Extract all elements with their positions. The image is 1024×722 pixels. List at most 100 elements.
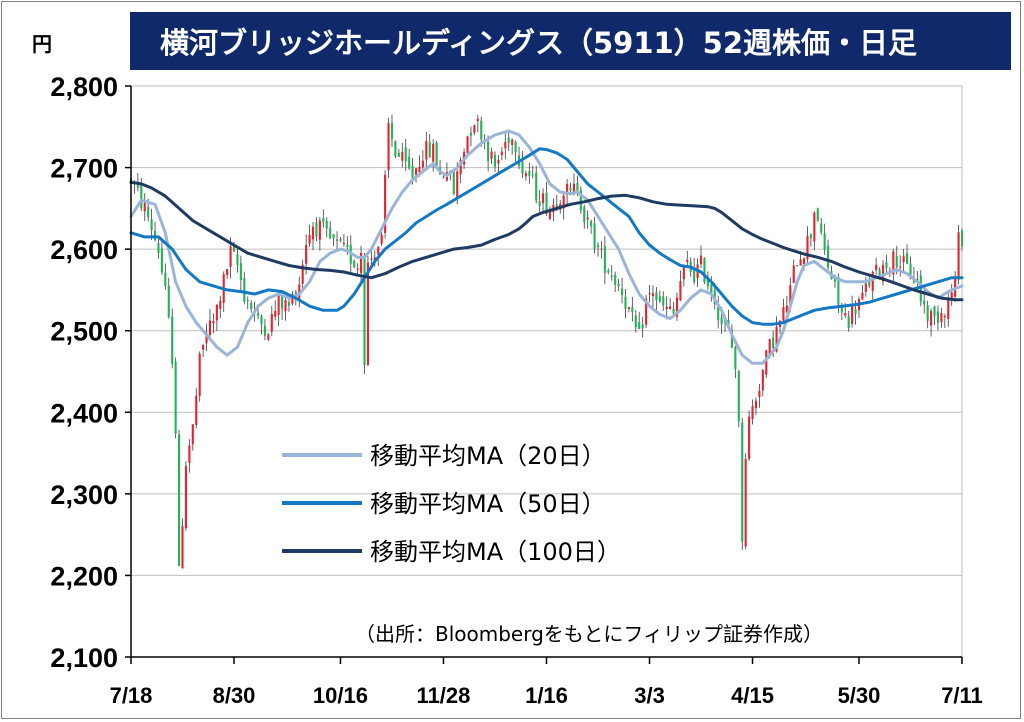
candle-down xyxy=(236,254,239,265)
candle-down xyxy=(239,263,242,280)
candle-up xyxy=(401,151,404,161)
legend-label-ma20: 移動平均MA（20日） xyxy=(370,442,606,470)
candle-down xyxy=(624,296,627,309)
candle-up xyxy=(267,334,270,340)
candle-down xyxy=(823,233,826,251)
candle-up xyxy=(950,292,953,299)
x-tick-label: 7/18 xyxy=(110,683,153,708)
candle-up xyxy=(456,171,459,197)
candle-down xyxy=(329,227,332,239)
candle-up xyxy=(342,243,345,245)
candle-up xyxy=(775,326,778,352)
candle-up xyxy=(648,293,651,295)
candle-down xyxy=(160,248,163,273)
candle-down xyxy=(610,275,613,277)
candle-up xyxy=(572,183,576,193)
candle-up xyxy=(799,259,802,266)
moving-average-lines xyxy=(129,129,964,365)
candle-up xyxy=(785,305,788,312)
candle-up xyxy=(844,312,847,316)
candle-down xyxy=(926,305,929,322)
candle-up xyxy=(930,310,933,326)
candle-up xyxy=(459,159,462,175)
candle-down xyxy=(837,276,840,305)
candle-down xyxy=(885,262,888,269)
candle-down xyxy=(847,316,850,329)
candle-down xyxy=(576,182,579,191)
candle-up xyxy=(957,232,960,280)
ma20-line xyxy=(129,129,964,365)
candle-up xyxy=(274,310,277,317)
candle-down xyxy=(487,141,490,162)
candle-down xyxy=(634,315,637,328)
candle-up xyxy=(627,307,630,309)
candle-up xyxy=(360,252,363,274)
candle-up xyxy=(212,321,215,324)
candle-up xyxy=(758,390,761,398)
candle-up xyxy=(665,306,668,309)
candle-up xyxy=(686,259,689,262)
candle-down xyxy=(469,132,473,136)
x-tick-label: 8/30 xyxy=(213,683,256,708)
candle-up xyxy=(586,217,589,220)
y-tick-label: 2,500 xyxy=(50,317,118,347)
candle-up xyxy=(366,262,369,365)
candle-up xyxy=(384,174,387,233)
candle-down xyxy=(404,147,407,162)
candle-down xyxy=(545,192,548,215)
candle-down xyxy=(171,316,174,364)
candle-down xyxy=(706,279,709,287)
candle-down xyxy=(919,275,922,302)
candle-down xyxy=(325,220,328,229)
candle-down xyxy=(703,258,706,283)
candle-down xyxy=(693,268,696,282)
candle-up xyxy=(789,285,792,305)
source-note: （出所：Bloombergをもとにフィリップ証券作成） xyxy=(355,622,823,646)
candle-down xyxy=(638,322,641,329)
legend-label-ma50: 移動平均MA（50日） xyxy=(370,490,606,518)
candle-down xyxy=(521,161,524,174)
candle-down xyxy=(833,277,837,282)
candle-down xyxy=(569,188,572,191)
candle-down xyxy=(607,270,610,273)
candle-down xyxy=(772,337,775,349)
candle-down xyxy=(507,137,510,143)
candle-down xyxy=(620,288,624,296)
candle-up xyxy=(418,166,421,173)
candle-up xyxy=(421,160,424,168)
candle-down xyxy=(538,201,541,207)
candle-down xyxy=(579,190,582,211)
candle-up xyxy=(504,141,507,149)
candle-up xyxy=(318,220,321,240)
candle-down xyxy=(147,206,150,218)
candle-down xyxy=(796,265,799,267)
y-tick-label: 2,600 xyxy=(50,235,118,265)
candle-down xyxy=(394,141,397,157)
candle-down xyxy=(895,256,898,267)
candle-up xyxy=(380,234,383,244)
candle-up xyxy=(768,338,771,355)
candle-up xyxy=(432,143,435,162)
candle-up xyxy=(226,268,229,276)
candle-up xyxy=(500,151,503,156)
candle-down xyxy=(157,243,160,254)
candle-down xyxy=(960,230,964,247)
candle-up xyxy=(675,297,679,317)
candle-down xyxy=(737,371,740,422)
candle-down xyxy=(164,272,167,287)
candle-up xyxy=(284,299,287,312)
candle-up xyxy=(191,424,194,445)
candle-up xyxy=(943,316,946,318)
candle-down xyxy=(287,302,291,306)
candle-down xyxy=(281,296,284,309)
candle-down xyxy=(452,169,455,194)
y-tick-label: 2,300 xyxy=(50,480,118,510)
candle-down xyxy=(442,176,445,178)
candle-up xyxy=(305,244,308,264)
candle-up xyxy=(414,168,418,175)
x-tick-label: 3/3 xyxy=(634,683,665,708)
candle-up xyxy=(205,332,208,344)
candle-down xyxy=(720,317,723,325)
